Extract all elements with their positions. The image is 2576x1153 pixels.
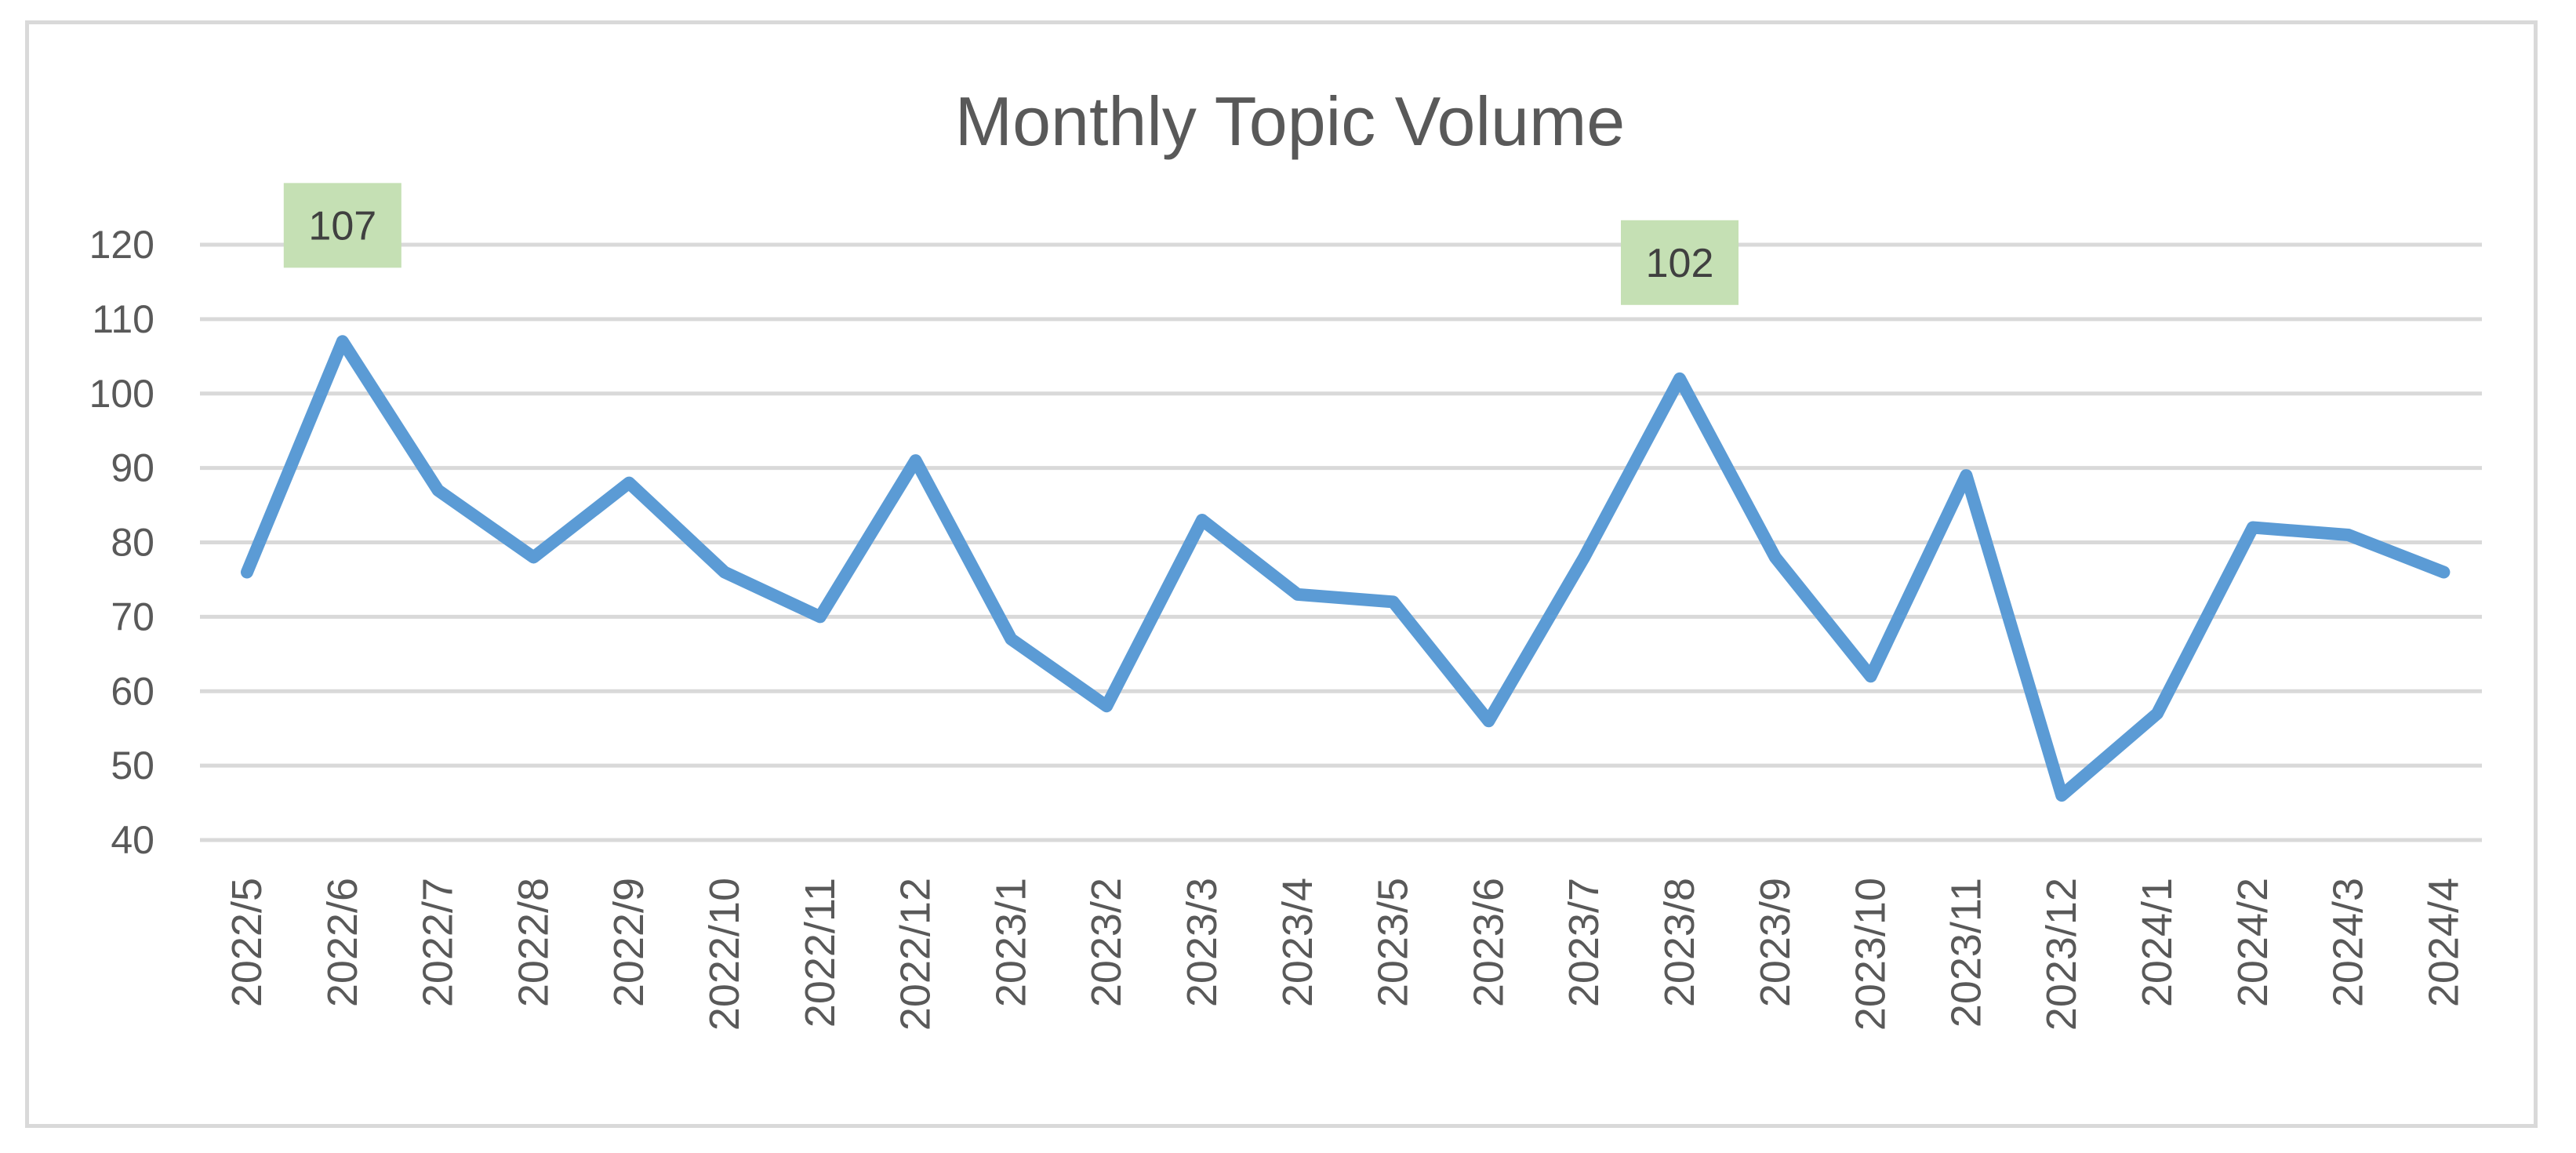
data-label: 107 (283, 183, 401, 268)
x-tick-label: 2023/11 (1942, 878, 1989, 1028)
y-tick-label: 80 (111, 521, 154, 565)
data-label: 102 (1621, 220, 1739, 305)
x-tick-label: 2023/9 (1752, 878, 1799, 1007)
x-tick-label: 2022/10 (701, 878, 748, 1031)
x-tick-label: 2022/12 (892, 878, 939, 1031)
x-tick-label: 2022/11 (797, 878, 844, 1028)
x-tick-label: 2023/3 (1179, 878, 1226, 1007)
x-tick-label: 2023/4 (1274, 878, 1321, 1007)
y-tick-label: 60 (111, 669, 154, 713)
data-label-box (283, 183, 401, 268)
x-tick-label: 2024/1 (2134, 878, 2181, 1007)
y-axis-ticks: 40 50 60 70 80 90 100 110 120 (89, 223, 154, 862)
series-line-0 (241, 335, 2451, 802)
x-tick-label: 2022/5 (223, 878, 271, 1007)
y-tick-label: 50 (111, 744, 154, 787)
y-tick-label: 120 (89, 223, 154, 267)
x-tick-label: 2023/10 (1848, 878, 1895, 1031)
x-axis-ticks: 2022/5 2022/6 2022/7 2022/8 2022/9 2022/10 202… (223, 878, 2467, 1031)
chart-title: Monthly Topic Volume (955, 82, 1625, 160)
x-tick-label: 2024/2 (2229, 878, 2276, 1007)
gridlines (200, 242, 2482, 842)
y-tick-label: 100 (89, 372, 154, 416)
data-labels: 107 102 (283, 183, 1739, 305)
y-tick-label: 110 (92, 297, 154, 341)
x-tick-label: 2023/2 (1083, 878, 1130, 1007)
y-tick-label: 40 (111, 818, 154, 862)
data-label-text: 107 (308, 203, 376, 249)
x-tick-label: 2022/6 (319, 878, 366, 1007)
data-label-box (1621, 220, 1739, 305)
x-tick-label: 2023/6 (1465, 878, 1512, 1007)
x-tick-label: 2023/8 (1656, 878, 1703, 1007)
x-tick-label: 2023/1 (987, 878, 1034, 1007)
x-tick-label: 2022/8 (510, 878, 557, 1007)
series-layer (241, 335, 2451, 802)
x-tick-label: 2023/12 (2038, 878, 2085, 1031)
data-label-text: 102 (1646, 241, 1714, 286)
x-tick-label: 2024/4 (2420, 878, 2467, 1007)
x-tick-label: 2023/5 (1370, 878, 1417, 1007)
x-tick-label: 2022/7 (415, 878, 462, 1007)
x-tick-label: 2024/3 (2325, 878, 2372, 1007)
x-tick-label: 2022/9 (605, 878, 652, 1007)
line-chart: Monthly Topic Volume 40 50 60 70 80 90 100 110 1… (89, 82, 2482, 1031)
y-tick-label: 90 (111, 446, 154, 490)
x-tick-label: 2023/7 (1560, 878, 1608, 1007)
y-tick-label: 70 (111, 595, 154, 638)
chart-frame: Monthly Topic Volume 40 50 60 70 80 90 100 110 1… (25, 20, 2538, 1128)
